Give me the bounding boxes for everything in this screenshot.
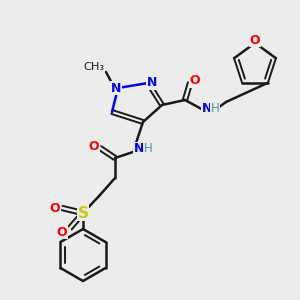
Text: H: H (211, 103, 219, 116)
Text: O: O (89, 140, 99, 154)
Text: O: O (57, 226, 67, 238)
Text: H: H (144, 142, 152, 155)
Text: O: O (190, 74, 200, 88)
Text: S: S (77, 206, 88, 220)
Text: CH₃: CH₃ (83, 62, 105, 72)
Text: N: N (111, 82, 121, 94)
Text: N: N (147, 76, 157, 89)
Text: O: O (250, 34, 260, 46)
Text: N: N (202, 103, 212, 116)
Text: N: N (134, 142, 144, 155)
Text: O: O (50, 202, 60, 214)
